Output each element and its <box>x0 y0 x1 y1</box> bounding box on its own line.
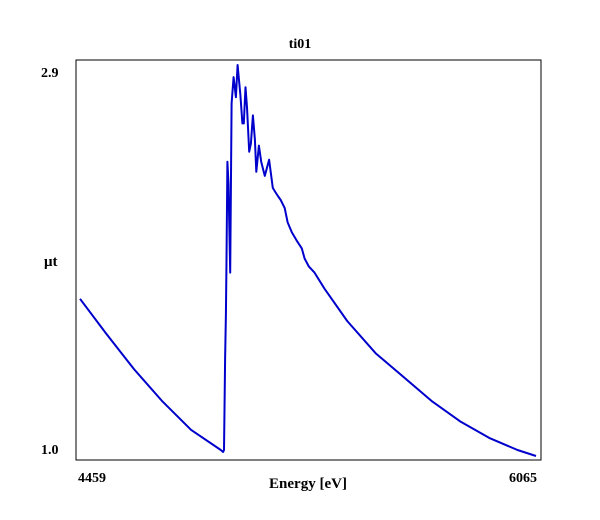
y-tick-label-min: 1.0 <box>41 443 59 458</box>
plot-frame <box>75 59 542 461</box>
x-axis-label: Energy [eV] <box>269 476 347 492</box>
x-tick-label-max: 6065 <box>509 471 537 486</box>
series-layer <box>79 64 537 457</box>
y-tick-label-max: 2.9 <box>41 66 59 81</box>
chart-title: ti01 <box>289 37 312 52</box>
x-tick-label-min: 4459 <box>78 471 106 486</box>
y-axis-label: μt <box>44 254 58 270</box>
series-line-0 <box>79 64 537 457</box>
